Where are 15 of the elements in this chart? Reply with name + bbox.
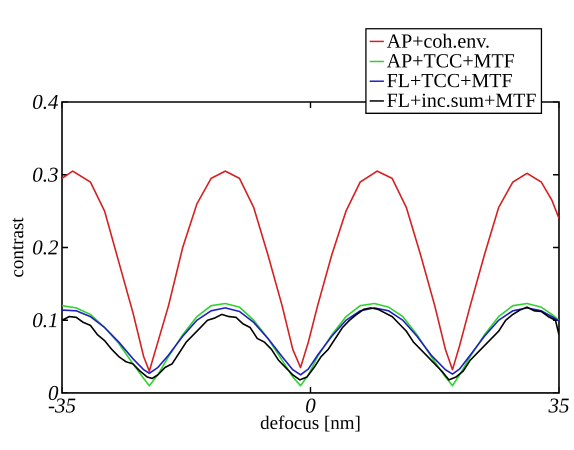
legend-label: FL+inc.sum+MTF (387, 94, 536, 108)
y-tick-label: 0.4 (33, 94, 58, 110)
y-tick-label: 0.2 (33, 240, 58, 255)
x-tick-label: 35 (548, 398, 569, 413)
y-tick-label: 0.3 (33, 168, 58, 182)
legend-label: AP+coh.env. (386, 34, 489, 48)
x-tick-label: 0 (306, 398, 316, 413)
legend-label: FL+TCC+MTF (387, 74, 512, 88)
y-tick-label: 0.1 (33, 313, 56, 328)
x-tick-label: -35 (48, 398, 76, 413)
line-series (62, 170, 559, 372)
x-axis-title: defocus [nm] (260, 416, 360, 432)
legend-label: AP+TCC+MTF (386, 54, 514, 68)
y-axis-title: contrast (12, 218, 24, 277)
y-tick-label: 0 (48, 386, 58, 400)
